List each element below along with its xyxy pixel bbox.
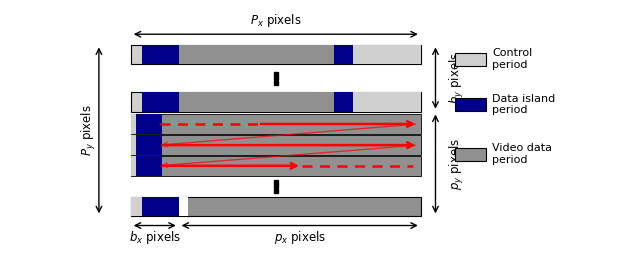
Bar — [136, 156, 162, 176]
Text: Video data
period: Video data period — [492, 143, 552, 165]
Bar — [131, 156, 157, 176]
Bar — [353, 92, 421, 111]
Text: $p_x$ pixels: $p_x$ pixels — [274, 229, 326, 245]
Bar — [131, 114, 157, 134]
Bar — [179, 92, 188, 111]
Bar — [179, 197, 188, 216]
Bar — [141, 197, 188, 216]
Text: $P_y$ pixels: $P_y$ pixels — [80, 105, 98, 156]
Text: $P_x$ pixels: $P_x$ pixels — [250, 12, 302, 29]
Text: $p_y$ pixels: $p_y$ pixels — [448, 138, 466, 190]
Bar — [179, 44, 421, 64]
Bar — [179, 44, 188, 64]
Bar — [141, 44, 188, 64]
Text: $b_x$ pixels: $b_x$ pixels — [129, 229, 181, 245]
Bar — [353, 44, 421, 64]
Bar — [131, 135, 421, 155]
Bar — [131, 44, 421, 64]
Bar — [131, 156, 421, 176]
Bar — [131, 197, 421, 216]
Bar — [131, 92, 421, 111]
Text: Control
period: Control period — [492, 49, 532, 70]
Bar — [141, 92, 188, 111]
Bar — [131, 114, 421, 134]
Bar — [179, 92, 421, 111]
Bar — [333, 44, 353, 64]
Bar — [455, 98, 486, 111]
Bar — [131, 135, 157, 155]
Text: $b_y$ pixels: $b_y$ pixels — [448, 52, 466, 104]
Bar — [455, 148, 486, 161]
Bar — [136, 114, 162, 134]
Bar — [455, 53, 486, 66]
Bar — [136, 135, 162, 155]
Bar — [333, 92, 353, 111]
Bar — [131, 197, 179, 216]
Text: Data island
period: Data island period — [492, 94, 555, 116]
